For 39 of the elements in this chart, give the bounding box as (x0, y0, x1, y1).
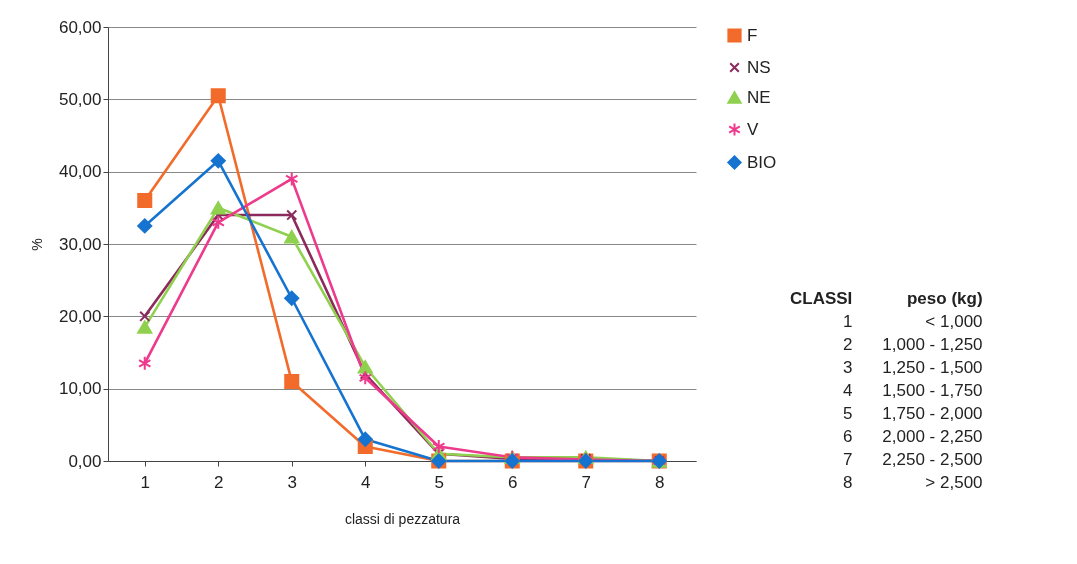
text: 6 (841, 426, 853, 448)
text: CLASSI (790, 288, 853, 310)
text: < 1,000 (924, 311, 983, 333)
legend-label: NE (747, 87, 771, 107)
text: 5 (841, 403, 853, 425)
x-tick-label: 4 (361, 472, 371, 492)
y-tick-label: 10,00 (58, 379, 102, 399)
x-tick-label: 8 (655, 472, 665, 492)
x-tick-label: 5 (434, 472, 444, 492)
y-tick-label: 20,00 (58, 306, 102, 326)
y-tick-label: 30,00 (58, 234, 102, 254)
x-tick-label: 3 (287, 472, 297, 492)
text: 2,000 - 2,250 (881, 426, 983, 448)
text: 2 (841, 334, 853, 356)
text: 3 (841, 357, 853, 379)
text: 1,250 - 1,500 (881, 357, 983, 379)
x-axis-title: classi di pezzatura (344, 510, 461, 527)
text: 2,250 - 2,500 (881, 449, 983, 471)
text: 1,750 - 2,000 (881, 403, 983, 425)
legend-label: V (747, 119, 759, 139)
text: > 2,500 (924, 472, 983, 494)
x-tick-label: 1 (140, 472, 150, 492)
legend-label: NS (747, 57, 771, 77)
y-tick-label: 60,00 (58, 17, 102, 37)
y-axis-title: % (28, 238, 45, 251)
y-tick-label: 0,00 (68, 451, 102, 471)
x-tick-label: 7 (581, 472, 591, 492)
y-tick-label: 50,00 (58, 89, 102, 109)
legend-label: F (747, 25, 758, 45)
text: peso (kg) (906, 288, 983, 310)
text: 1,500 - 1,750 (881, 380, 983, 402)
text: 1,000 - 1,250 (881, 334, 983, 356)
text: 1 (841, 311, 853, 333)
y-tick-label: 40,00 (58, 162, 102, 182)
x-tick-label: 2 (214, 472, 224, 492)
legend-label: BIO (747, 152, 777, 172)
x-tick-label: 6 (508, 472, 518, 492)
text: 7 (841, 449, 853, 471)
text: 4 (841, 380, 853, 402)
